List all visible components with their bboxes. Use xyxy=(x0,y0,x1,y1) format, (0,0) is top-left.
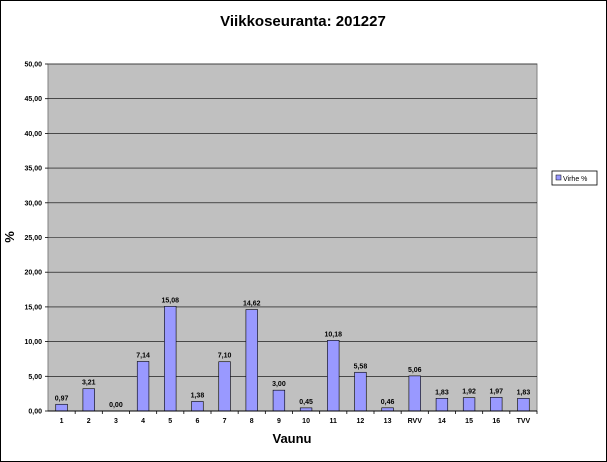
bar xyxy=(435,397,449,412)
legend-box xyxy=(551,170,598,186)
bar xyxy=(82,388,95,412)
bar xyxy=(136,361,150,412)
y-tick-label: 25,00 xyxy=(24,235,42,242)
data-label: 1,38 xyxy=(191,392,205,399)
data-label: 0,97 xyxy=(55,395,69,402)
bar xyxy=(245,309,258,412)
data-labels: 0,97 3,21 0,00 7,14 15,08 1,38 7,10 14,62 3,00 0,… xyxy=(55,297,531,409)
data-label: 1,97 xyxy=(489,388,503,395)
y-tick-label: 35,00 xyxy=(24,166,42,173)
x-tick-label: 5 xyxy=(168,418,172,425)
data-label: 14,62 xyxy=(243,301,261,308)
data-label: 5,58 xyxy=(354,363,368,370)
y-tick-label: 20,00 xyxy=(24,270,42,277)
bar xyxy=(354,371,367,412)
y-tick-label: 15,00 xyxy=(24,304,42,311)
bar xyxy=(517,397,530,412)
bar xyxy=(191,401,204,412)
x-tick-label: 2 xyxy=(87,418,91,425)
x-tick-label: 7 xyxy=(223,418,227,425)
x-tick-label: 16 xyxy=(492,418,500,425)
data-label: 0,46 xyxy=(381,399,395,406)
x-tick-label: 8 xyxy=(250,418,254,425)
x-tick-label: 9 xyxy=(277,418,281,425)
y-tick-label: 45,00 xyxy=(24,96,42,103)
y-tick-label: 50,00 xyxy=(24,62,42,69)
data-label: 0,00 xyxy=(109,402,123,409)
data-label: 0,45 xyxy=(299,399,313,406)
x-axis-ticks: 1 2 3 4 5 6 7 8 9 10 11 12 13 RVV 14 15 16 TVV xyxy=(48,410,538,425)
bar xyxy=(408,375,421,412)
data-label: 1,83 xyxy=(435,389,449,396)
legend: Virhe % xyxy=(551,170,598,186)
chart-title: Viikkoseuranta: 201227 xyxy=(220,13,386,30)
legend-label: Virhe % xyxy=(563,176,587,183)
gridlines xyxy=(48,63,537,412)
y-axis-ticks: 0,00 5,00 10,00 15,00 20,00 25,00 30,00 35,00 40… xyxy=(24,62,48,416)
x-tick-label: 12 xyxy=(357,418,365,425)
x-tick-label: 13 xyxy=(384,418,392,425)
legend-swatch xyxy=(555,174,562,181)
y-tick-label: 40,00 xyxy=(24,131,42,138)
x-tick-label: 15 xyxy=(465,418,473,425)
x-tick-label: 10 xyxy=(302,418,310,425)
data-label: 10,18 xyxy=(324,331,342,338)
data-label: 3,21 xyxy=(82,380,96,387)
data-label: 7,14 xyxy=(136,352,150,359)
bar xyxy=(218,361,231,412)
data-label: 15,08 xyxy=(161,297,179,304)
x-tick-label: RVV xyxy=(408,418,423,425)
x-tick-label: 3 xyxy=(114,418,118,425)
bar xyxy=(490,397,503,412)
x-tick-label: TVV xyxy=(517,418,531,425)
bar xyxy=(327,340,340,412)
x-tick-label: 14 xyxy=(438,418,446,425)
data-label: 1,92 xyxy=(462,389,476,396)
x-tick-label: 6 xyxy=(195,418,199,425)
bar xyxy=(55,403,68,412)
y-tick-label: 10,00 xyxy=(24,339,42,346)
x-tick-label: 1 xyxy=(60,418,64,425)
y-tick-label: 5,00 xyxy=(28,374,42,381)
bar xyxy=(462,397,476,412)
x-tick-label: 4 xyxy=(141,418,145,425)
data-label: 5,06 xyxy=(408,367,422,374)
data-label: 3,00 xyxy=(272,381,286,388)
x-tick-label: 11 xyxy=(330,418,338,425)
y-tick-label: 0,00 xyxy=(28,409,42,416)
y-axis-label: % xyxy=(2,231,17,243)
x-axis-label: Vaunu xyxy=(272,431,311,446)
y-tick-label: 30,00 xyxy=(24,200,42,207)
bars xyxy=(55,306,530,412)
bar xyxy=(164,306,177,412)
data-label: 1,83 xyxy=(517,389,531,396)
data-label: 7,10 xyxy=(218,353,232,360)
bar xyxy=(272,389,286,412)
